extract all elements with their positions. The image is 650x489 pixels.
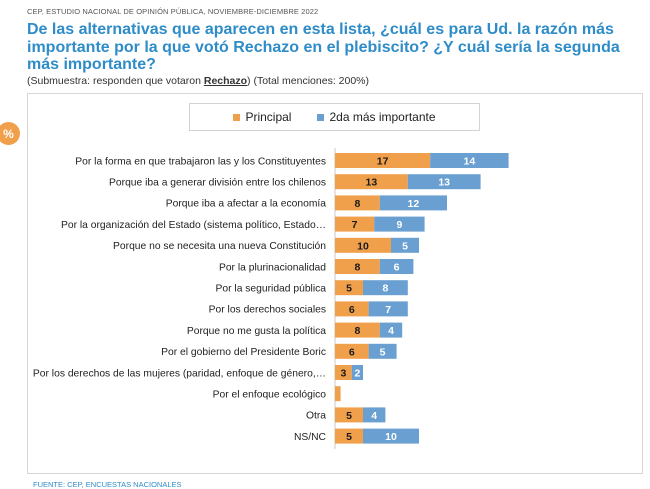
- bar-segunda: [368, 343, 397, 359]
- category-label: Porque no me gusta la política: [187, 326, 326, 337]
- subtitle-before: (Submuestra: responden que votaron: [27, 75, 204, 87]
- legend-swatch-principal: [233, 113, 241, 121]
- bar-value-label: 8: [354, 198, 360, 210]
- category-label: Otra: [306, 411, 326, 422]
- bar-segunda: [374, 216, 425, 232]
- bar-value-label: 5: [346, 283, 352, 295]
- bar-value-label: 12: [408, 198, 420, 210]
- bar-value-label: 8: [354, 325, 360, 337]
- bar-value-label: 2: [354, 368, 360, 380]
- category-label: Por la forma en que trabajaron las y los…: [75, 156, 326, 167]
- bar-value-label: 9: [396, 219, 402, 231]
- legend-item-segunda: 2da más importante: [317, 110, 436, 124]
- bar-segunda: [363, 428, 419, 444]
- bar-segunda: [430, 153, 509, 168]
- bar-value-label: 17: [377, 156, 389, 168]
- bar-value-label: 5: [346, 410, 352, 422]
- bar-value-label: 6: [349, 304, 355, 316]
- bar-principal: [335, 322, 380, 338]
- chart-subtitle: (Submuestra: responden que votaron Recha…: [27, 75, 369, 87]
- subtitle-highlight: Rechazo: [203, 75, 248, 87]
- chart-title: De las alternativas que aparecen en esta…: [27, 21, 620, 73]
- bar-value-label: 3: [340, 368, 346, 380]
- bar-segunda: [379, 195, 447, 211]
- bar-segunda: [379, 322, 403, 338]
- legend-swatch-segunda: [317, 113, 325, 121]
- bar-principal: [335, 153, 431, 168]
- bar-principal: [335, 428, 363, 444]
- bar-segunda: [368, 301, 408, 317]
- bar-segunda: [379, 259, 414, 274]
- bar-value-label: 13: [438, 177, 450, 189]
- bar-value-label: 8: [354, 262, 360, 274]
- category-label: Porque iba a generar división entre los …: [109, 178, 326, 189]
- bar-principal: [335, 216, 375, 232]
- bar-value-label: 4: [388, 325, 394, 337]
- chart-legend: Principal 2da más importante: [189, 103, 480, 131]
- category-label: Por el enfoque ecológico: [213, 390, 327, 401]
- category-label: Por la organización del Estado (sistema …: [61, 220, 326, 231]
- bar-principal: [335, 343, 369, 359]
- legend-label-principal: Principal: [245, 110, 292, 124]
- bar-value-label: 10: [385, 431, 397, 443]
- bar-principal: [335, 259, 380, 274]
- bar-principal: [335, 174, 408, 190]
- bar-value-label: 5: [402, 240, 408, 252]
- category-label: Por los derechos de las mujeres (paridad…: [33, 368, 326, 379]
- category-label: Por los derechos sociales: [209, 305, 326, 316]
- bar-value-label: 13: [366, 177, 378, 189]
- subtitle-after: ) (Total menciones: 200%): [247, 75, 370, 87]
- bar-value-label: 6: [394, 262, 400, 274]
- bar-segunda: [363, 280, 408, 296]
- bar-principal: [335, 301, 369, 317]
- bar-principal: [335, 386, 341, 402]
- bar-principal: [335, 280, 363, 296]
- bar-principal: [335, 237, 391, 253]
- bar-value-label: 14: [464, 156, 476, 168]
- legend-item-principal: Principal: [233, 110, 291, 124]
- bar-principal: [335, 365, 352, 380]
- bar-value-label: 4: [371, 410, 377, 422]
- bar-value-label: 10: [357, 240, 369, 252]
- bar-segunda: [407, 174, 481, 190]
- bar-principal: [335, 195, 380, 211]
- report-header: CEP, ESTUDIO NACIONAL DE OPINIÓN PÚBLICA…: [27, 7, 319, 16]
- category-label: Por la seguridad pública: [216, 284, 327, 295]
- category-label: NS/NC: [294, 432, 327, 443]
- bar-value-label: 5: [380, 346, 386, 358]
- bar-segunda: [351, 365, 363, 380]
- category-label: Porque iba a afectar a la economía: [166, 199, 327, 210]
- bar-segunda: [391, 237, 419, 253]
- percent-badge-icon: %: [0, 122, 20, 145]
- category-label: Por el gobierno del Presidente Boric: [161, 347, 326, 358]
- bar-value-label: 7: [385, 304, 391, 316]
- bar-value-label: 6: [349, 346, 355, 358]
- source-footer: FUENTE: CEP, ENCUESTAS NACIONALES: [33, 480, 182, 489]
- bar-principal: [335, 407, 363, 423]
- category-label: Por la plurinacionalidad: [219, 262, 326, 273]
- bar-value-label: 7: [352, 219, 358, 231]
- category-label: Porque no se necesita una nueva Constitu…: [113, 241, 326, 252]
- bar-value-label: 5: [346, 431, 352, 443]
- bar-segunda: [363, 407, 386, 423]
- bar-value-label: 8: [382, 283, 388, 295]
- legend-label-segunda: 2da más importante: [329, 110, 436, 124]
